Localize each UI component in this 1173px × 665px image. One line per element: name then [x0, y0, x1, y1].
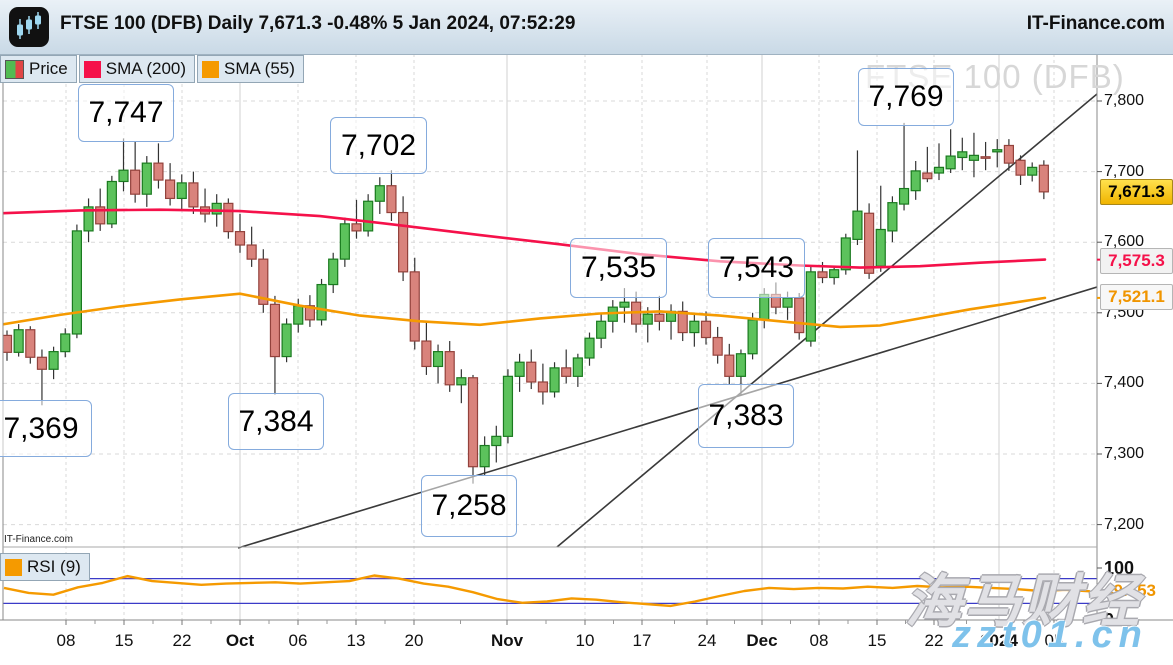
price-annotation[interactable]: 7,384	[228, 393, 324, 450]
rsi-overbought-fill	[118, 575, 399, 579]
price-annotation[interactable]: 7,543	[708, 238, 805, 298]
y-axis-label: 7,200	[1104, 515, 1145, 533]
legend-rsi-label: RSI (9)	[27, 557, 81, 576]
x-axis-label: Nov	[490, 631, 524, 650]
x-axis-label: 10	[575, 631, 595, 650]
x-axis-label: 22	[172, 631, 192, 650]
x-axis-label: 08	[809, 631, 829, 650]
x-axis-label: 15	[867, 631, 887, 650]
price-annotation[interactable]: 7,702	[330, 117, 427, 174]
sma200-line	[3, 208, 1047, 269]
x-axis-label: Dec	[746, 631, 778, 650]
y-axis-label: 7,600	[1104, 233, 1145, 251]
rsi-scale-label: 0	[1104, 610, 1115, 630]
axes	[0, 54, 1173, 625]
legend-sma200[interactable]: SMA (200)	[78, 55, 196, 83]
trendlines[interactable]	[237, 93, 1097, 549]
rsi-scale-label: 100	[1104, 558, 1135, 578]
legend-rsi[interactable]: RSI (9)	[0, 553, 90, 581]
rsi-value-label: 49.453	[1104, 581, 1156, 600]
y-axis-label: 7,400	[1104, 374, 1145, 392]
candlestick-series[interactable]	[3, 122, 1049, 484]
y-axis-label: 7,800	[1104, 92, 1145, 109]
price-annotation[interactable]: 7,258	[421, 475, 517, 537]
legend-sma55[interactable]: SMA (55)	[197, 55, 304, 83]
price-annotation[interactable]: 7,383	[698, 384, 794, 448]
brand-link[interactable]: IT-Finance.com	[1026, 13, 1165, 34]
sma55-swatch-icon	[202, 60, 220, 78]
cn-watermark: 海马财经	[905, 570, 1141, 634]
sma200-swatch-icon	[83, 60, 101, 78]
x-axis-label: 20	[404, 631, 424, 650]
x-axis-label: 22	[924, 631, 944, 650]
shallow-uptrend-line	[237, 286, 1097, 549]
x-axis-label: Oct	[225, 631, 255, 650]
last-price-tag: 7,671.3	[1100, 179, 1173, 205]
y-axis-label: 7,700	[1104, 162, 1145, 180]
x-axis-label: 13	[346, 631, 366, 650]
x-axis-label: 24	[697, 631, 717, 650]
rsi-swatch-icon	[5, 558, 22, 576]
x-axis-label: 05	[1044, 631, 1064, 650]
legend-sma55-label: SMA (55)	[224, 59, 295, 78]
price-annotation[interactable]: 7,369	[0, 400, 92, 457]
legend-sma200-label: SMA (200)	[105, 59, 187, 78]
sma55-line	[3, 292, 1047, 329]
price-annotation[interactable]: 7,769	[858, 68, 954, 126]
x-axis-label: 06	[288, 631, 308, 650]
rsi-legend: RSI (9)	[0, 553, 90, 581]
sma55-value-tag: 7,521.1	[1100, 284, 1173, 310]
sma200-value-tag: 7,575.3	[1100, 248, 1173, 274]
rsi-line	[3, 574, 1090, 608]
chart-footer-note: IT-Finance.com	[4, 534, 73, 545]
price-swatch-icon	[5, 59, 24, 79]
legend-price-label: Price	[29, 59, 68, 78]
legend-price[interactable]: Price	[0, 55, 77, 83]
app-logo-candlestick-icon	[9, 7, 49, 47]
price-annotation[interactable]: 7,747	[78, 84, 174, 142]
x-axis-label: 08	[56, 631, 76, 650]
instrument-title: FTSE 100 (DFB) Daily 7,671.3 -0.48% 5 Ja…	[60, 13, 576, 34]
steep-uptrend-line	[556, 93, 1097, 548]
price-annotation[interactable]: 7,535	[570, 238, 667, 298]
main-legend: Price SMA (200) SMA (55)	[0, 55, 304, 83]
x-axis-label: 17	[632, 631, 652, 650]
title-bar: FTSE 100 (DFB) Daily 7,671.3 -0.48% 5 Ja…	[0, 0, 1173, 55]
x-axis-label: 2024	[980, 631, 1018, 650]
y-axis-label: 7,300	[1104, 445, 1145, 462]
x-axis-label: 15	[114, 631, 134, 650]
url-watermark: zzt01.cn	[952, 614, 1148, 656]
sma-lines	[3, 208, 1047, 329]
